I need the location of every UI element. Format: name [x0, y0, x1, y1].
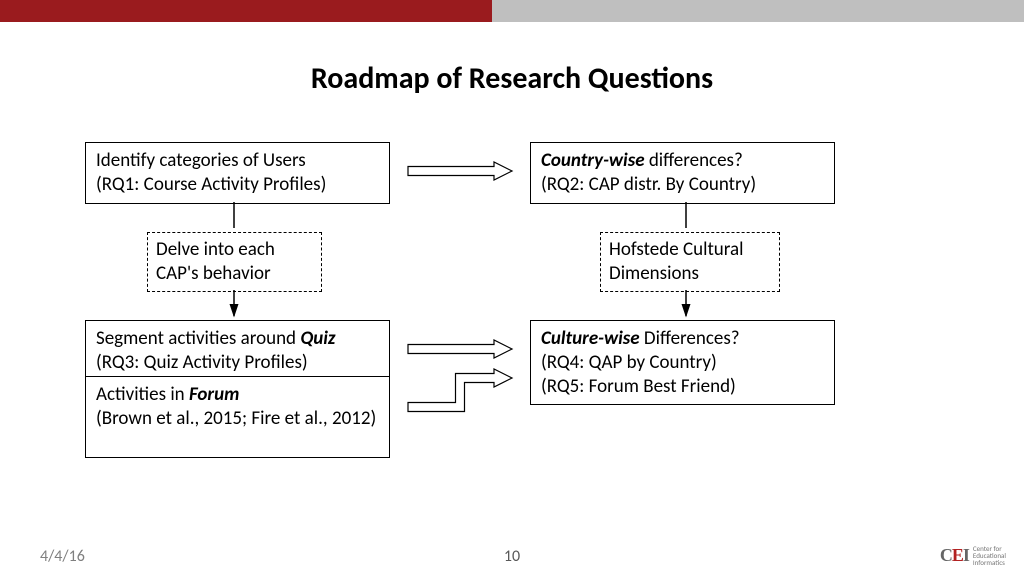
forum-to-rq45: [408, 369, 512, 412]
cei-logo-text: CEI: [940, 545, 969, 566]
node-rq1: Identify categories of Users(RQ1: Course…: [85, 142, 390, 204]
footer-page-number: 10: [504, 547, 520, 566]
node-hofstede: Hofstede CulturalDimensions: [600, 232, 780, 292]
node-forum: Activities in Forum(Brown et al., 2015; …: [85, 376, 390, 458]
diagram-canvas: Identify categories of Users(RQ1: Course…: [0, 0, 1024, 576]
node-delve: Delve into eachCAP's behavior: [147, 232, 322, 292]
node-rq2: Country-wise differences?(RQ2: CAP distr…: [530, 142, 835, 204]
footer-date: 4/4/16: [40, 547, 85, 566]
node-rq3: Segment activities around Quiz(RQ3: Quiz…: [85, 320, 390, 382]
cei-logo: CEI Center forEducationalInformatics: [940, 545, 1006, 566]
rq3-to-rq45: [408, 340, 512, 358]
rq1-to-rq2: [408, 162, 512, 180]
node-rq45: Culture-wise Differences?(RQ4: QAP by Co…: [530, 320, 835, 405]
cei-logo-subtext: Center forEducationalInformatics: [973, 545, 1006, 566]
